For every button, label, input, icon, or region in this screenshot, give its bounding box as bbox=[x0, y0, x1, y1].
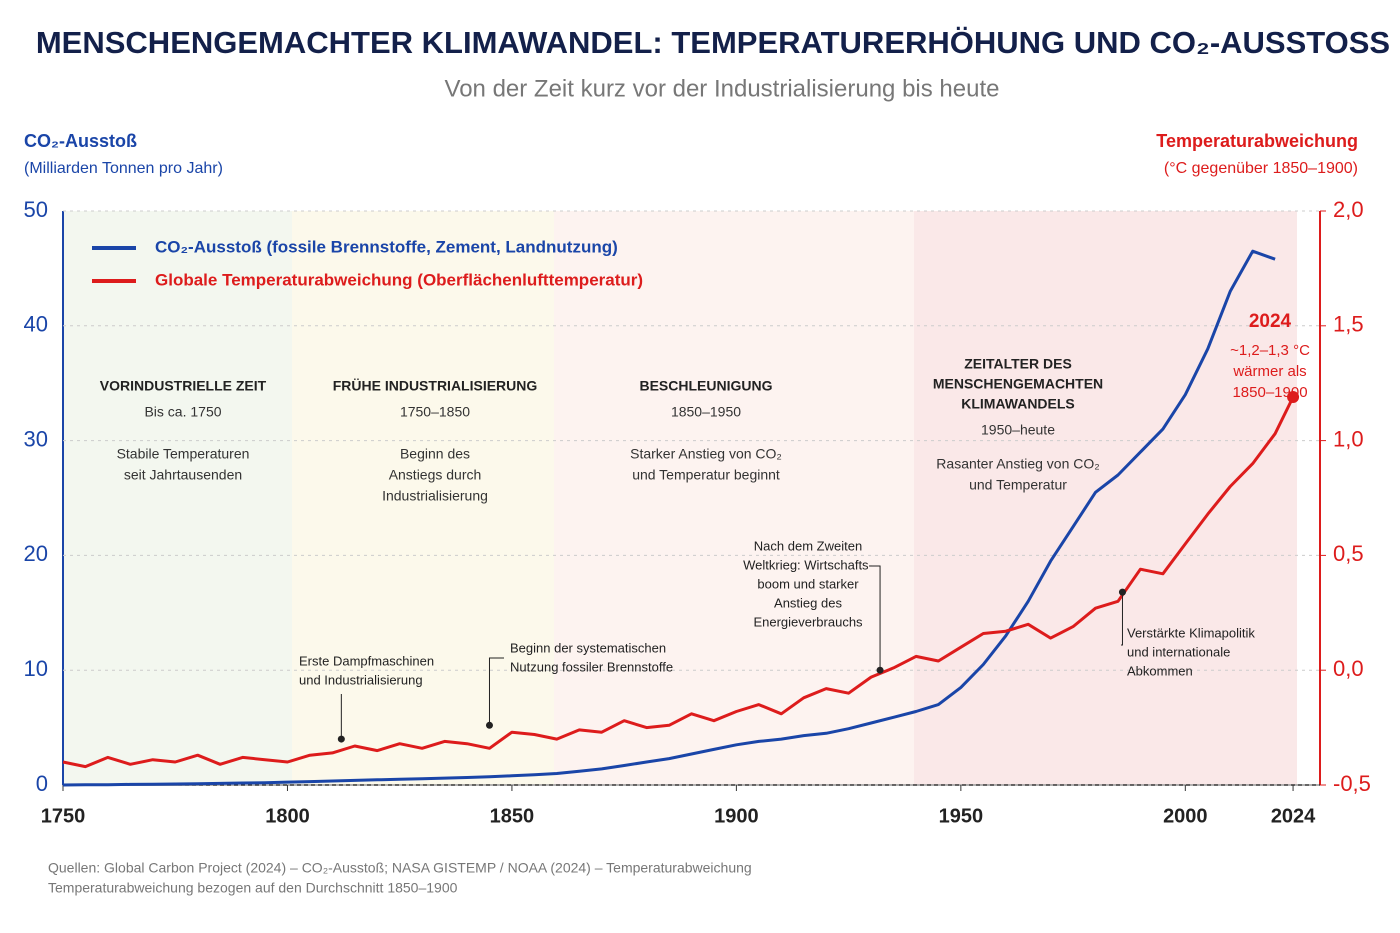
era-background bbox=[914, 211, 1297, 785]
y2-tick-label: 1,5 bbox=[1333, 312, 1364, 337]
era-description: Beginn des bbox=[400, 446, 470, 462]
era-background bbox=[292, 211, 554, 785]
annotation-text: boom und starker bbox=[757, 576, 859, 591]
y2-tick-label: 1,0 bbox=[1333, 426, 1364, 451]
y-axis-title: CO₂-Ausstoß bbox=[24, 131, 137, 151]
annotation-text: Erste Dampfmaschinen bbox=[299, 653, 434, 668]
era-title: ZEITALTER DES bbox=[964, 356, 1072, 372]
x-tick-label: 1950 bbox=[939, 805, 984, 827]
source-note: Quellen: Global Carbon Project (2024) – … bbox=[48, 860, 752, 876]
annotation-leader bbox=[872, 565, 881, 671]
era-description: Rasanter Anstieg von CO₂ bbox=[936, 456, 1099, 472]
highlight-title: 2024 bbox=[1249, 311, 1292, 332]
era-title: VORINDUSTRIELLE ZEIT bbox=[100, 378, 267, 394]
era-background bbox=[554, 211, 914, 785]
annotation-point bbox=[337, 735, 345, 743]
era-description: seit Jahrtausenden bbox=[124, 467, 242, 483]
x-tick-label: 1850 bbox=[490, 805, 535, 827]
era-description: Anstiegs durch bbox=[389, 467, 482, 483]
era-title: KLIMAWANDELS bbox=[961, 396, 1075, 412]
era-description: Industrialisierung bbox=[382, 488, 488, 504]
era-period: 1750–1850 bbox=[400, 404, 470, 420]
y-tick-label: 20 bbox=[24, 541, 48, 566]
annotation-text: Anstieg des bbox=[774, 595, 842, 610]
chart-subtitle: Von der Zeit kurz vor der Industrialisie… bbox=[445, 75, 1000, 102]
era-period: 1850–1950 bbox=[671, 404, 741, 420]
era-description: und Temperatur beginnt bbox=[632, 467, 780, 483]
x-tick-label: 2024 bbox=[1271, 805, 1316, 827]
highlight-point bbox=[1287, 390, 1300, 403]
source-note: Temperaturabweichung bezogen auf den Dur… bbox=[48, 880, 458, 896]
series-line bbox=[62, 249, 1276, 787]
era-description: Stabile Temperaturen bbox=[117, 446, 250, 462]
y2-tick-label: -0,5 bbox=[1333, 771, 1371, 796]
y2-axis-subtitle: (°C gegenüber 1850–1900) bbox=[1164, 160, 1358, 177]
annotation-text: Nach dem Zweiten bbox=[754, 538, 862, 553]
legend-label: Globale Temperaturabweichung (Oberfläche… bbox=[155, 270, 643, 289]
x-tick-label: 1800 bbox=[265, 805, 310, 827]
x-tick-label: 2000 bbox=[1163, 805, 1208, 827]
era-description: und Temperatur bbox=[969, 477, 1067, 493]
annotation-point bbox=[485, 721, 493, 729]
y2-tick-label: 2,0 bbox=[1333, 197, 1364, 222]
series-line bbox=[62, 396, 1295, 769]
era-period: 1950–heute bbox=[981, 422, 1055, 438]
x-tick-label: 1750 bbox=[41, 805, 86, 827]
annotation-text: Beginn der systematischen bbox=[510, 640, 666, 655]
annotation-text: und internationale bbox=[1127, 644, 1230, 659]
legend-label: CO₂-Ausstoß (fossile Brennstoffe, Zement… bbox=[155, 237, 618, 256]
era-title: FRÜHE INDUSTRIALISIERUNG bbox=[333, 378, 538, 394]
y-tick-label: 40 bbox=[24, 312, 48, 337]
annotation-text: Verstärkte Klimapolitik bbox=[1127, 625, 1255, 640]
era-title: MENSCHENGEMACHTEN bbox=[933, 376, 1103, 392]
annotation-text: Abkommen bbox=[1127, 663, 1193, 678]
y-tick-label: 50 bbox=[24, 197, 48, 222]
y-tick-label: 30 bbox=[24, 426, 48, 451]
y2-tick-label: 0,0 bbox=[1333, 656, 1364, 681]
annotation-leader bbox=[488, 657, 504, 726]
era-background bbox=[63, 211, 292, 785]
y2-tick-label: 0,5 bbox=[1333, 541, 1364, 566]
era-title: BESCHLEUNIGUNG bbox=[639, 378, 772, 394]
annotation-point bbox=[1118, 588, 1126, 596]
y-tick-label: 10 bbox=[24, 656, 48, 681]
annotation-leader bbox=[1121, 592, 1123, 646]
annotation-text: Nutzung fossiler Brennstoffe bbox=[510, 659, 673, 674]
y2-axis-title: Temperaturabweichung bbox=[1156, 131, 1358, 151]
era-description: Starker Anstieg von CO₂ bbox=[630, 446, 782, 462]
y-tick-label: 0 bbox=[36, 771, 48, 796]
highlight-text: ~1,2–1,3 °C bbox=[1230, 342, 1310, 359]
highlight-text: 1850–1900 bbox=[1232, 384, 1307, 401]
annotation-point bbox=[876, 666, 884, 674]
y-axis-subtitle: (Milliarden Tonnen pro Jahr) bbox=[24, 160, 223, 177]
highlight-text: wärmer als bbox=[1232, 363, 1306, 380]
annotation-text: Energieverbrauchs bbox=[753, 614, 863, 629]
chart-title: MENSCHENGEMACHTER KLIMAWANDEL: TEMPERATU… bbox=[36, 25, 1390, 60]
annotation-text: Weltkrieg: Wirtschafts- bbox=[743, 557, 873, 572]
annotation-text: und Industrialisierung bbox=[299, 672, 423, 687]
x-tick-label: 1900 bbox=[714, 805, 759, 827]
era-period: Bis ca. 1750 bbox=[144, 404, 221, 420]
